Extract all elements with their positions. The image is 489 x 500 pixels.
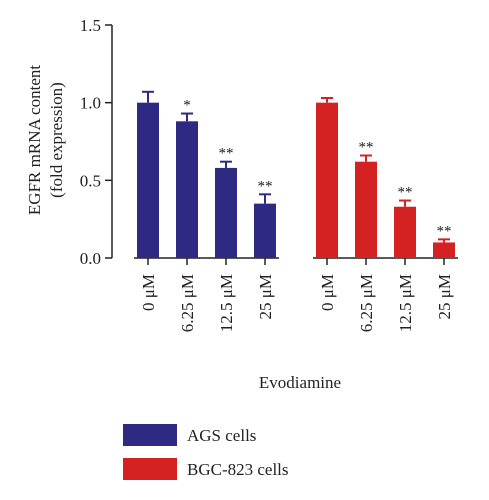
x-tick-label: 12.5 μM xyxy=(396,274,415,332)
y-axis: 0.0 0.5 1.0 1.5 xyxy=(80,16,113,268)
bar xyxy=(316,102,338,259)
y-tick-label: 1.0 xyxy=(80,94,101,113)
x-tick-label: 25 μM xyxy=(435,274,454,319)
y-tick-label: 0.0 xyxy=(80,249,101,268)
y-axis-label-line2: (fold expression) xyxy=(47,82,66,198)
bar xyxy=(176,121,198,258)
legend: AGS cells BGC-823 cells xyxy=(123,424,289,480)
significance-label: ** xyxy=(219,146,234,162)
y-tick-label: 1.5 xyxy=(80,16,101,35)
legend-swatch xyxy=(123,424,177,446)
legend-swatch xyxy=(123,458,177,480)
x-axis: 0 μM 6.25 μM 12.5 μM 25 μM 0 μM 6.25 μM 12.5 μ… xyxy=(134,257,458,332)
x-axis-label: Evodiamine xyxy=(259,373,341,392)
x-tick-label: 0 μM xyxy=(139,274,158,311)
bar xyxy=(215,167,237,258)
x-tick-label: 6.25 μM xyxy=(178,274,197,332)
bar xyxy=(355,161,377,258)
significance-label: ** xyxy=(258,178,273,194)
significance-label: ** xyxy=(437,223,452,239)
bar xyxy=(254,203,276,258)
x-tick-label: 12.5 μM xyxy=(217,274,236,332)
bar xyxy=(394,206,416,258)
y-tick-label: 0.5 xyxy=(80,171,101,190)
significance-label: ** xyxy=(398,185,413,201)
bar xyxy=(137,102,159,259)
x-tick-label: 25 μM xyxy=(256,274,275,319)
significance-label: * xyxy=(183,98,191,114)
legend-label: BGC-823 cells xyxy=(187,460,289,479)
significance-label: ** xyxy=(359,139,374,155)
x-tick-label: 6.25 μM xyxy=(357,274,376,332)
x-tick-label: 0 μM xyxy=(318,274,337,311)
y-axis-label-line1: EGFR mRNA content xyxy=(25,65,44,215)
bars: *********** xyxy=(137,90,455,259)
legend-label: AGS cells xyxy=(187,426,256,445)
bar xyxy=(433,242,455,258)
